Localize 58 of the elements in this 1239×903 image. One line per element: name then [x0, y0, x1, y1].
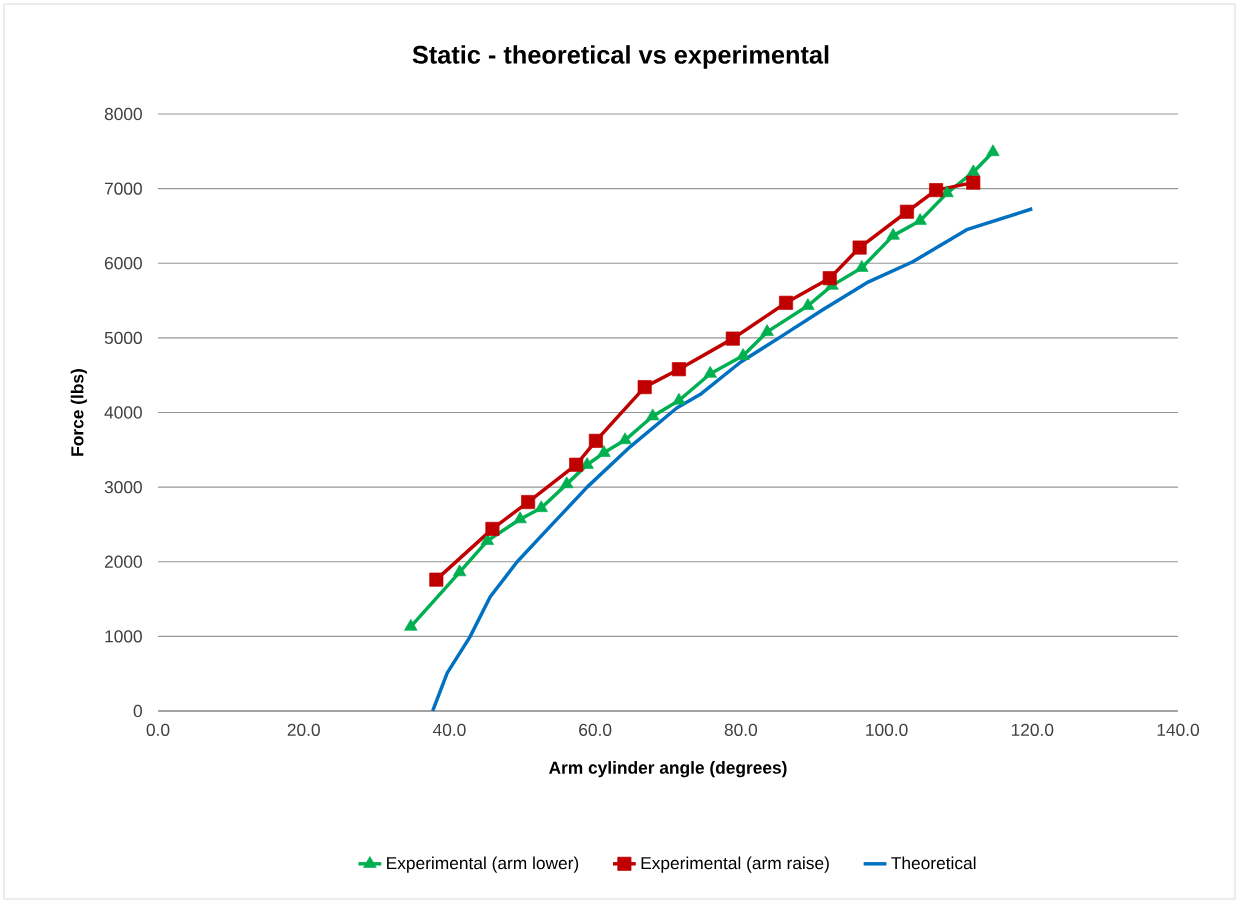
x-tick-label: 0.0 [146, 723, 170, 736]
y-tick-label: 8000 [104, 107, 142, 121]
point [929, 183, 944, 198]
point [672, 392, 686, 405]
x-tick-label: 40.0 [432, 723, 466, 736]
point [513, 511, 527, 524]
point [646, 408, 660, 421]
y-tick-label: 6000 [104, 257, 142, 270]
point [736, 348, 750, 360]
chart-title: Static - theoretical vs experimental [412, 45, 829, 69]
y-tick-label: 4000 [104, 406, 142, 419]
x-tick-label: 80.0 [724, 723, 758, 736]
point [760, 324, 774, 336]
x-tick-label: 20.0 [287, 723, 320, 736]
y-tick-label: 3000 [104, 480, 142, 494]
legend-label: Experimental (arm raise) [641, 856, 829, 873]
point [671, 362, 686, 377]
point [966, 164, 980, 177]
point [966, 175, 981, 190]
point [597, 445, 611, 457]
point [637, 380, 652, 395]
point [855, 260, 869, 272]
point [618, 432, 632, 445]
x-axis-title: Arm cylinder angle (degrees) [549, 761, 787, 778]
point [725, 331, 740, 346]
point [521, 495, 536, 510]
point [534, 500, 548, 513]
legend-label: Theoretical [891, 856, 976, 870]
x-tick-label: 100.0 [866, 723, 908, 736]
point [452, 564, 467, 577]
x-tick-label: 140.0 [1157, 723, 1200, 736]
y-tick-label: 1000 [105, 630, 142, 643]
point [429, 572, 444, 587]
point [703, 366, 717, 378]
point [886, 227, 900, 240]
y-tick-label: 5000 [104, 331, 142, 344]
point [822, 271, 837, 286]
y-tick-label: 2000 [104, 555, 142, 568]
point [569, 457, 584, 472]
point [940, 185, 954, 198]
point [485, 521, 500, 536]
y-tick-label: 7000 [104, 182, 142, 195]
point [899, 204, 914, 219]
point [588, 433, 603, 448]
legend-label: Experimental (arm lower) [387, 856, 579, 873]
point [986, 144, 1000, 157]
x-tick-label: 120.0 [1011, 723, 1054, 736]
point [404, 618, 418, 631]
point [779, 295, 794, 310]
point [801, 298, 815, 310]
line-series [430, 207, 1035, 713]
point [852, 240, 867, 255]
point [913, 213, 927, 225]
y-axis-title: Force (lbs) [70, 369, 87, 456]
point [480, 533, 495, 545]
x-tick-label: 60.0 [579, 723, 612, 736]
y-tick-label: 0 [133, 704, 142, 718]
point [560, 476, 574, 489]
